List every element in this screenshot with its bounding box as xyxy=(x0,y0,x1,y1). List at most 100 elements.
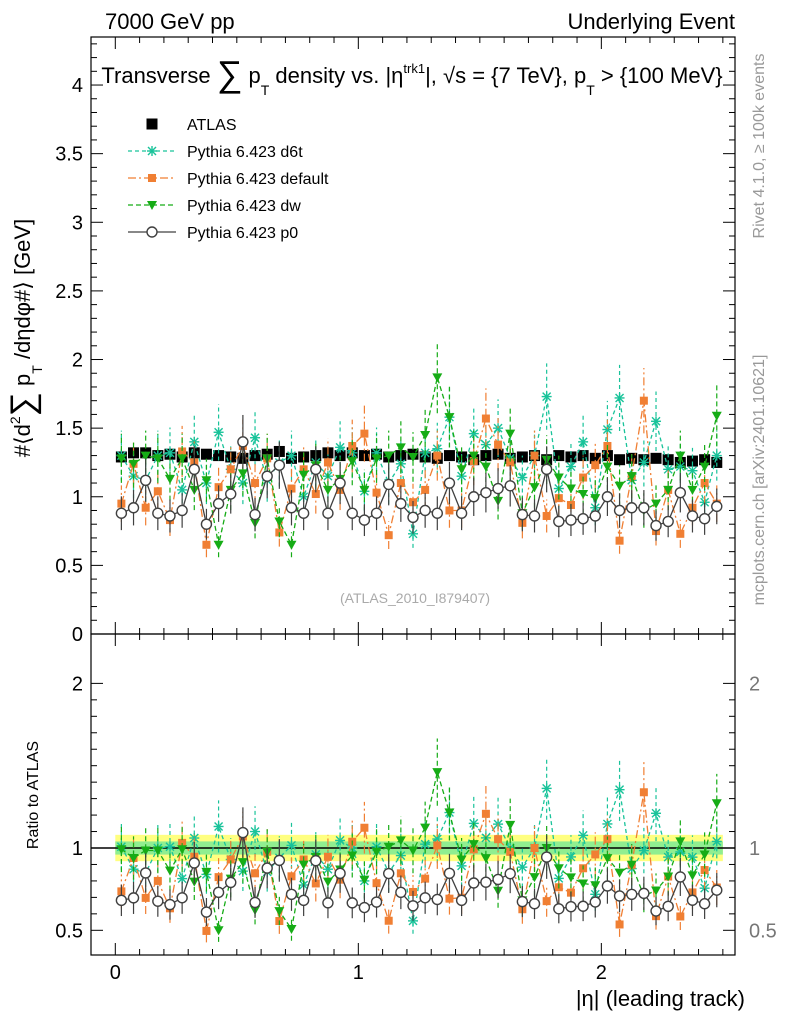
star-stroke xyxy=(542,783,552,793)
ratio-point-default xyxy=(251,869,260,878)
ratio-point-default xyxy=(396,869,405,878)
ratio-point-p0 xyxy=(261,862,273,874)
ratio-point-default xyxy=(372,879,381,888)
ratio-point-p0 xyxy=(297,894,310,907)
ratio-point-p0 xyxy=(626,888,638,900)
main-y-tick-label: 1 xyxy=(72,487,83,509)
ratio-point-d6t xyxy=(614,784,625,795)
x-axis-label: |η| (leading track) xyxy=(576,986,745,1011)
ratio-point-default xyxy=(226,855,235,864)
main-point-default xyxy=(202,540,211,549)
main-point-p0 xyxy=(395,497,407,510)
main-point-p0 xyxy=(431,507,444,519)
ratio-point-p0 xyxy=(115,894,128,907)
ratio-y-tick-label-right: 0.5 xyxy=(749,920,777,942)
star-stroke xyxy=(469,429,479,439)
main-point-dw xyxy=(432,373,443,383)
ratio-y-tick-label-right: 2 xyxy=(749,673,760,695)
ratio-y-tick-label: 2 xyxy=(72,673,83,695)
main-point-atlas xyxy=(565,451,577,463)
main-point-dw xyxy=(480,462,491,472)
ratio-point-dw xyxy=(152,846,163,856)
ratio-point-dw xyxy=(298,860,309,870)
ratio-point-d6t xyxy=(711,836,722,847)
main-point-dw xyxy=(286,540,297,550)
main-point-dw xyxy=(359,485,370,495)
main-y-tick-label: 0 xyxy=(72,624,83,646)
main-point-p0 xyxy=(237,436,249,448)
star-stroke xyxy=(147,146,157,156)
ratio-point-default xyxy=(591,850,600,859)
main-point-dw xyxy=(213,540,224,550)
main-point-d6t xyxy=(164,447,175,458)
ratio-point-p0 xyxy=(492,873,504,886)
ratio-point-dw xyxy=(128,853,139,863)
ratio-point-p0 xyxy=(346,897,358,909)
ratio-y-tick-label: 0.5 xyxy=(55,920,83,942)
star-stroke xyxy=(663,464,673,474)
plot-title: Transverse ∑ pT density vs. |ηtrk1|, √s … xyxy=(101,53,722,98)
header-right: Underlying Event xyxy=(567,9,735,34)
ratio-point-dw xyxy=(408,846,418,856)
ratio-point-dw xyxy=(213,926,224,936)
ratio-point-p0 xyxy=(249,896,261,909)
star-stroke xyxy=(177,874,187,884)
ratio-point-p0 xyxy=(334,867,346,880)
star-stroke xyxy=(493,423,503,433)
ratio-point-dw xyxy=(383,842,394,852)
main-point-dw xyxy=(651,499,662,509)
ratio-point-dw xyxy=(201,867,212,877)
main-point-p0 xyxy=(443,477,456,489)
star-stroke xyxy=(639,846,649,856)
main-point-default xyxy=(506,458,515,467)
star-stroke xyxy=(286,451,296,461)
star-stroke xyxy=(663,852,673,862)
main-point-dw xyxy=(152,454,163,464)
main-point-atlas xyxy=(711,456,723,468)
ratio-point-p0 xyxy=(650,905,662,917)
main-point-default xyxy=(445,506,454,515)
main-point-dw xyxy=(565,484,576,494)
main-point-p0 xyxy=(553,515,565,528)
main-point-p0 xyxy=(407,511,419,524)
main-point-dw xyxy=(371,454,382,464)
ratio-point-dw xyxy=(602,854,613,864)
ratio-point-p0 xyxy=(322,897,334,909)
ratio-point-default xyxy=(481,809,490,818)
legend: ATLAS Pythia 6.423 d6t Pythia 6.423 defaul… xyxy=(128,117,329,242)
main-point-d6t xyxy=(638,457,649,468)
main-point-p0 xyxy=(334,477,346,489)
main-point-default xyxy=(591,461,600,470)
main-point-dw xyxy=(529,483,540,493)
ratio-point-p0 xyxy=(577,900,589,912)
main-point-atlas xyxy=(443,450,455,462)
main-point-p0 xyxy=(346,507,358,519)
main-point-p0 xyxy=(480,486,492,499)
main-point-d6t xyxy=(565,461,576,472)
main-point-p0 xyxy=(638,502,650,514)
ratio-point-dw xyxy=(529,873,540,883)
main-point-d6t xyxy=(578,436,589,447)
main-point-p0 xyxy=(249,508,261,521)
main-point-default xyxy=(494,440,503,449)
legend-label-atlas: ATLAS xyxy=(187,117,237,134)
main-point-dw xyxy=(505,429,516,439)
x-tick-label: 2 xyxy=(596,962,607,984)
star-stroke xyxy=(408,916,418,926)
ratio-point-dw xyxy=(626,860,637,870)
legend-marker-dw xyxy=(147,201,157,210)
ratio-point-dw xyxy=(322,877,333,887)
main-point-p0 xyxy=(419,504,431,517)
star-stroke xyxy=(250,827,260,837)
main-point-default xyxy=(226,465,235,474)
main-point-p0 xyxy=(577,513,589,525)
star-stroke xyxy=(250,433,260,443)
ratio-point-p0 xyxy=(152,895,164,907)
main-point-atlas xyxy=(200,448,212,460)
main-point-dw xyxy=(322,485,333,495)
main-point-p0 xyxy=(322,507,334,519)
main-point-p0 xyxy=(711,500,723,513)
legend-marker-p0 xyxy=(146,226,158,238)
star-stroke xyxy=(432,444,442,454)
